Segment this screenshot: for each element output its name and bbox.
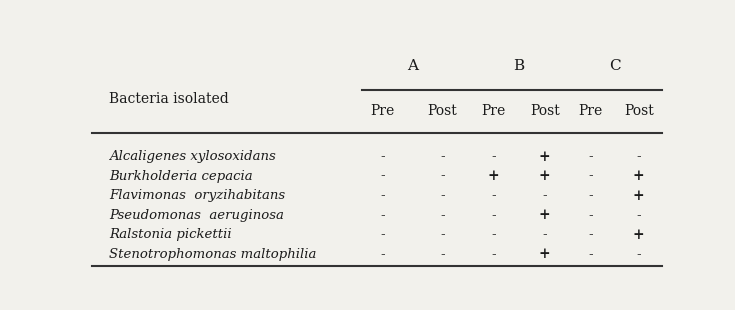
Text: -: - xyxy=(637,209,641,222)
Text: Alcaligenes xylosoxidans: Alcaligenes xylosoxidans xyxy=(109,150,276,163)
Text: -: - xyxy=(380,228,384,241)
Text: Flavimonas  oryzihabitans: Flavimonas oryzihabitans xyxy=(109,189,285,202)
Text: +: + xyxy=(633,189,645,203)
Text: B: B xyxy=(514,59,525,73)
Text: Stenotrophomonas maltophilia: Stenotrophomonas maltophilia xyxy=(109,248,316,261)
Text: Bacteria isolated: Bacteria isolated xyxy=(109,92,229,106)
Text: Pseudomonas  aeruginosa: Pseudomonas aeruginosa xyxy=(109,209,284,222)
Text: -: - xyxy=(491,209,496,222)
Text: Burkholderia cepacia: Burkholderia cepacia xyxy=(109,170,253,183)
Text: -: - xyxy=(542,189,547,202)
Text: -: - xyxy=(440,150,445,163)
Text: -: - xyxy=(637,150,641,163)
Text: +: + xyxy=(539,247,551,261)
Text: -: - xyxy=(440,170,445,183)
Text: +: + xyxy=(487,169,499,183)
Text: +: + xyxy=(633,228,645,242)
Text: Pre: Pre xyxy=(578,104,603,118)
Text: -: - xyxy=(588,209,592,222)
Text: Pre: Pre xyxy=(370,104,395,118)
Text: -: - xyxy=(588,150,592,163)
Text: -: - xyxy=(588,228,592,241)
Text: -: - xyxy=(637,248,641,261)
Text: Post: Post xyxy=(624,104,653,118)
Text: +: + xyxy=(539,149,551,164)
Text: -: - xyxy=(588,170,592,183)
Text: Post: Post xyxy=(530,104,559,118)
Text: -: - xyxy=(380,170,384,183)
Text: -: - xyxy=(380,248,384,261)
Text: Ralstonia pickettii: Ralstonia pickettii xyxy=(109,228,232,241)
Text: -: - xyxy=(440,189,445,202)
Text: -: - xyxy=(588,189,592,202)
Text: -: - xyxy=(491,248,496,261)
Text: -: - xyxy=(380,150,384,163)
Text: -: - xyxy=(440,228,445,241)
Text: Post: Post xyxy=(427,104,457,118)
Text: +: + xyxy=(539,208,551,222)
Text: -: - xyxy=(380,209,384,222)
Text: -: - xyxy=(542,228,547,241)
Text: Pre: Pre xyxy=(481,104,506,118)
Text: -: - xyxy=(440,209,445,222)
Text: +: + xyxy=(539,169,551,183)
Text: -: - xyxy=(491,189,496,202)
Text: C: C xyxy=(609,59,620,73)
Text: -: - xyxy=(440,248,445,261)
Text: A: A xyxy=(407,59,418,73)
Text: -: - xyxy=(491,150,496,163)
Text: -: - xyxy=(491,228,496,241)
Text: +: + xyxy=(633,169,645,183)
Text: -: - xyxy=(588,248,592,261)
Text: -: - xyxy=(380,189,384,202)
